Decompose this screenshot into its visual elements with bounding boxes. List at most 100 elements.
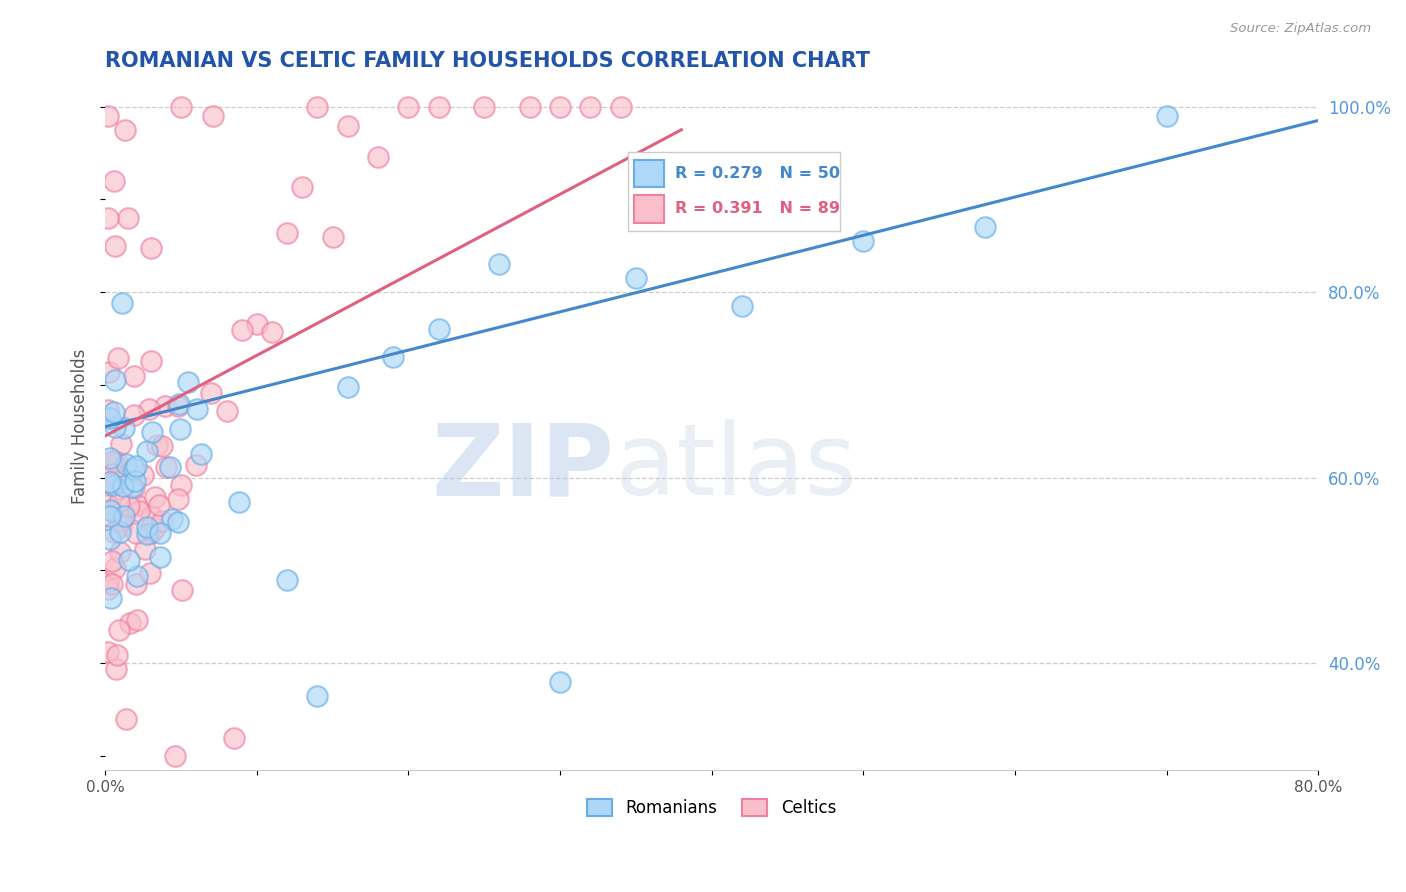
Point	[118, 616, 141, 631]
Point	[228, 494, 250, 508]
Point	[202, 109, 225, 123]
Text: atlas: atlas	[614, 419, 856, 516]
Point	[122, 481, 145, 495]
Point	[367, 150, 389, 164]
Point	[97, 365, 120, 379]
Point	[108, 495, 131, 509]
Point	[307, 99, 329, 113]
Point	[105, 454, 128, 468]
Point	[139, 354, 162, 368]
Point	[176, 376, 198, 390]
Point	[111, 512, 134, 526]
Point	[322, 229, 344, 244]
Point	[160, 512, 183, 526]
Point	[125, 499, 148, 513]
Point	[731, 299, 754, 313]
Point	[117, 211, 139, 225]
Point	[973, 220, 995, 235]
Point	[125, 525, 148, 540]
Point	[148, 498, 170, 512]
Point	[104, 374, 127, 388]
Point	[105, 662, 128, 676]
Point	[519, 99, 541, 113]
Point	[336, 120, 359, 134]
Point	[159, 459, 181, 474]
Point	[170, 478, 193, 492]
Point	[115, 712, 138, 726]
Point	[124, 474, 146, 488]
Point	[97, 476, 120, 491]
Point	[108, 544, 131, 558]
Point	[186, 458, 208, 472]
Point	[149, 549, 172, 564]
Point	[624, 271, 647, 285]
Point	[136, 526, 159, 541]
Point	[118, 499, 141, 513]
Point	[112, 421, 135, 435]
Point	[146, 438, 169, 452]
Point	[167, 515, 190, 529]
Point	[215, 403, 238, 417]
Point	[155, 460, 177, 475]
Point	[108, 525, 131, 540]
Point	[427, 322, 450, 336]
Point	[103, 455, 125, 469]
Point	[124, 408, 146, 422]
Point	[163, 749, 186, 764]
Point	[139, 566, 162, 581]
Text: R = 0.391   N = 89: R = 0.391 N = 89	[675, 201, 839, 216]
Point	[152, 514, 174, 528]
Point	[101, 454, 124, 468]
Point	[231, 323, 253, 337]
Point	[112, 509, 135, 524]
Point	[115, 458, 138, 472]
Point	[103, 456, 125, 470]
Point	[98, 450, 121, 465]
Point	[579, 99, 602, 113]
Point	[103, 524, 125, 539]
Point	[136, 520, 159, 534]
Point	[134, 541, 156, 556]
Point	[166, 399, 188, 413]
Point	[1156, 109, 1178, 123]
Point	[125, 458, 148, 473]
Point	[107, 351, 129, 366]
Point	[427, 99, 450, 113]
Point	[100, 467, 122, 481]
Point	[307, 689, 329, 703]
Point	[472, 99, 495, 113]
Point	[167, 492, 190, 507]
Point	[260, 325, 283, 339]
Point	[97, 211, 120, 225]
Point	[172, 582, 194, 597]
Point	[114, 122, 136, 136]
Point	[107, 510, 129, 524]
Point	[111, 295, 134, 310]
Point	[101, 577, 124, 591]
Point	[138, 401, 160, 416]
Point	[104, 420, 127, 434]
Point	[139, 241, 162, 255]
Point	[246, 317, 269, 331]
Point	[186, 401, 208, 416]
Point	[101, 477, 124, 491]
Bar	[634, 195, 664, 223]
Point	[291, 179, 314, 194]
Point	[98, 411, 121, 425]
Point	[610, 99, 633, 113]
Point	[100, 591, 122, 606]
Text: R = 0.279   N = 50: R = 0.279 N = 50	[675, 166, 839, 180]
Point	[190, 447, 212, 461]
Point	[121, 480, 143, 494]
Point	[200, 386, 222, 401]
Point	[107, 482, 129, 496]
Point	[104, 561, 127, 575]
Point	[852, 234, 875, 248]
Point	[382, 350, 405, 364]
Point	[222, 731, 245, 745]
Point	[98, 532, 121, 546]
Point	[139, 509, 162, 524]
Point	[336, 380, 359, 394]
Point	[125, 613, 148, 627]
Point	[97, 582, 120, 596]
